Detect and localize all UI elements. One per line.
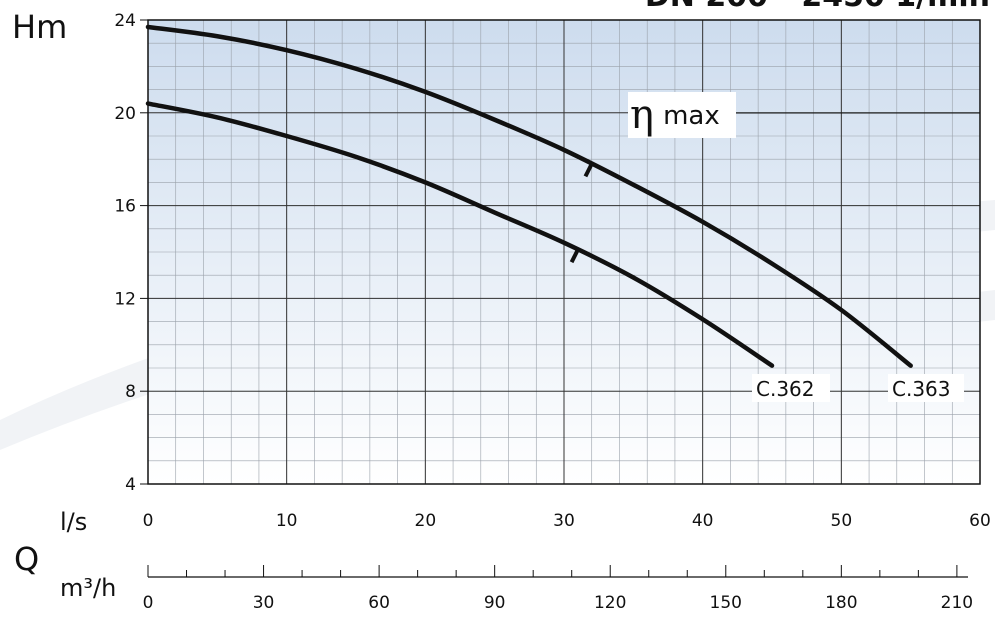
eta-subscript: max <box>663 101 720 131</box>
curve-c363 <box>145 24 913 368</box>
curve-label-c363: C.363 <box>892 377 951 401</box>
secondary-x-axis: 0 30 60 90 120 150 180 210 <box>143 565 973 613</box>
secondary-tick-label: 210 <box>941 593 973 613</box>
eta-max-marker-c362 <box>569 248 580 264</box>
y-tick-label: 4 <box>125 475 136 495</box>
y-tick-label: 16 <box>114 197 136 217</box>
secondary-x-axis-label: m³/h <box>60 574 116 602</box>
eta-symbol: η <box>630 92 654 138</box>
secondary-tick-label: 60 <box>368 593 390 613</box>
curves <box>145 24 913 368</box>
eta-max-label: η max <box>630 92 720 138</box>
secondary-tick-label: 30 <box>253 593 275 613</box>
eta-max-marker-c363 <box>583 162 594 178</box>
curve-c362 <box>145 101 775 368</box>
y-tick-label: 12 <box>114 289 136 309</box>
y-tick-label: 20 <box>114 104 136 124</box>
x-tick-label: 20 <box>415 511 437 531</box>
secondary-tick-label: 180 <box>825 593 857 613</box>
x-tick-label: 30 <box>553 511 575 531</box>
secondary-tick-label: 120 <box>594 593 626 613</box>
y-tick-label: 8 <box>125 382 136 402</box>
x-tick-label: 40 <box>692 511 714 531</box>
secondary-tick-label: 90 <box>484 593 506 613</box>
x-tick-label: 10 <box>276 511 298 531</box>
curve-label-box-c362 <box>752 374 830 402</box>
y-axis-label: Hm <box>12 8 67 46</box>
secondary-tick-label: 150 <box>710 593 742 613</box>
y-axis-ticks: 4 8 12 16 20 24 <box>114 11 148 495</box>
plot-frame <box>147 19 981 485</box>
curve-label-box-c363 <box>888 374 964 402</box>
x-tick-label: 60 <box>969 511 991 531</box>
x-axis-label: l/s <box>60 508 87 536</box>
chart-title: DN 200 - 2450 1/min <box>645 0 990 14</box>
secondary-tick-label: 0 <box>143 593 154 613</box>
x-tick-label: 50 <box>831 511 853 531</box>
x-tick-label: 0 <box>143 511 154 531</box>
x-axis-ticks: 0 10 20 30 40 50 60 <box>143 511 991 531</box>
y-tick-label: 24 <box>114 11 136 31</box>
eta-max-label-box <box>628 92 736 138</box>
curve-label-c362: C.362 <box>756 377 815 401</box>
quantity-label: Q <box>14 540 39 578</box>
